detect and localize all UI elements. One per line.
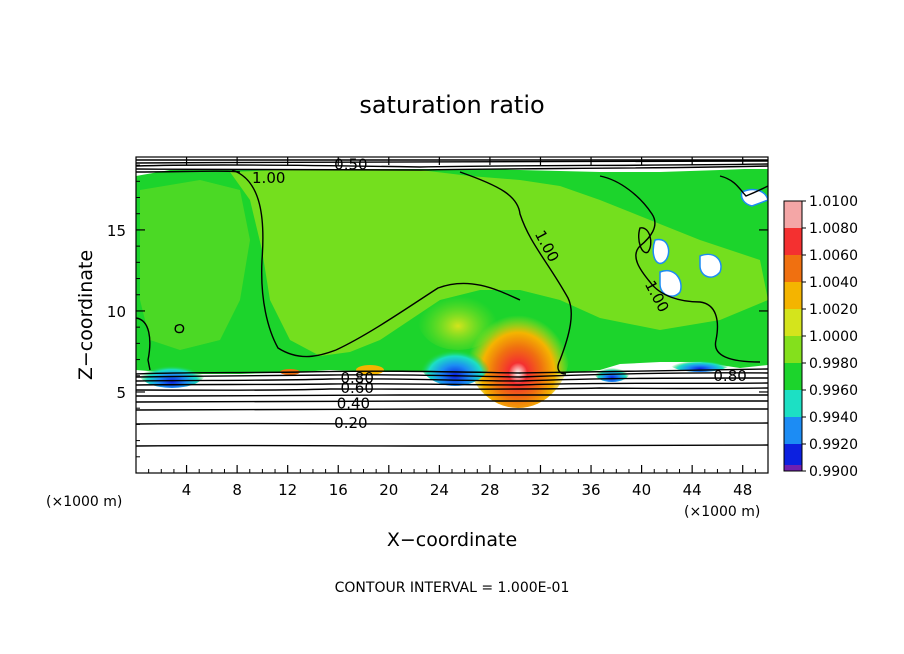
chart-title: saturation ratio <box>359 91 544 119</box>
contour-label-text: 0.50 <box>334 155 367 173</box>
colorbar-label: 1.0080 <box>809 221 858 237</box>
x-tick-label: 16 <box>329 481 348 499</box>
x-unit-left: (×1000 m) <box>46 494 122 510</box>
cloud-hole-1 <box>652 238 670 265</box>
contour-label-text: 0.60 <box>340 379 373 397</box>
contour-label-text: 0.40 <box>337 394 370 412</box>
contour-label: 0.80 <box>713 367 746 385</box>
x-tick-label: 20 <box>379 481 398 499</box>
x-tick-label: 32 <box>531 481 550 499</box>
colorbar-label: 0.9960 <box>809 383 858 399</box>
colorbar-band <box>784 390 802 417</box>
contour-label: 0.80 <box>340 369 373 387</box>
colorbar-band-min <box>784 465 802 471</box>
contour-interval-footer: CONTOUR INTERVAL = 1.000E-01 <box>335 580 570 596</box>
contour-label: 1.00 <box>252 169 285 187</box>
colorbar-band <box>784 282 802 309</box>
orange-patch <box>356 365 384 375</box>
x-tick-label: 4 <box>182 481 192 499</box>
colorbar-band <box>784 255 802 282</box>
colorbar-label: 1.0000 <box>809 329 858 345</box>
x-unit-right: (×1000 m) <box>684 504 760 520</box>
green-light-region-2 <box>140 180 250 350</box>
colorbar-label: 1.0100 <box>809 194 858 210</box>
colorbar-label: 0.9920 <box>809 437 858 453</box>
colorbar-label: 0.9940 <box>809 410 858 426</box>
cloud-hole-2 <box>699 253 722 278</box>
y-axis-label: Z−coordinate <box>75 250 97 380</box>
x-tick-label: 28 <box>480 481 499 499</box>
x-tick-label: 48 <box>733 481 752 499</box>
contour-label: 0.50 <box>334 155 367 173</box>
colorbar-label: 0.9980 <box>809 356 858 372</box>
colorbar-band <box>784 228 802 255</box>
x-tick-label: 44 <box>683 481 702 499</box>
colorbar: 1.0100 1.0080 1.0060 1.0040 1.0020 1.0000 0.99… <box>783 194 858 480</box>
colorbar-label: 1.0040 <box>809 275 858 291</box>
x-axis-label: X−coordinate <box>387 529 517 551</box>
green-light-region <box>230 168 768 356</box>
blue-minimum-2 <box>419 334 491 386</box>
colorbar-band <box>784 201 802 228</box>
contour-label-text: 0.80 <box>713 367 746 385</box>
x-tick-label: 36 <box>581 481 600 499</box>
colorbar-label: 1.0060 <box>809 248 858 264</box>
colorbar-band <box>784 309 802 336</box>
contour-lines <box>136 159 768 447</box>
contour-label-layer: 0.501.001.001.000.800.800.600.400.20 <box>252 155 747 431</box>
x-axis: 4 8 12 16 20 24 28 32 36 40 44 48 <box>148 157 756 499</box>
contour-label-text: 0.80 <box>340 369 373 387</box>
x-tick-label: 12 <box>278 481 297 499</box>
x-tick-label: 8 <box>232 481 242 499</box>
colorbar-band <box>784 444 802 471</box>
blue-minimum-4 <box>670 356 730 372</box>
x-tick-label: 40 <box>632 481 651 499</box>
yellow-patch-1 <box>418 290 498 350</box>
colorbar-band <box>784 417 802 444</box>
contour-label-text: 0.20 <box>334 414 367 432</box>
x-tick-label: 24 <box>430 481 449 499</box>
colorbar-label: 1.0020 <box>809 302 858 318</box>
field-layer <box>136 157 768 473</box>
contour-label-text: 1.00 <box>252 169 285 187</box>
y-tick-label: 15 <box>107 222 126 240</box>
contour-label: 0.20 <box>334 414 367 432</box>
y-tick-label: 10 <box>107 303 126 321</box>
y-axis: 5 10 15 <box>107 164 768 458</box>
contour-label: 0.40 <box>337 394 370 412</box>
cloud-hole-4 <box>740 188 768 207</box>
colorbar-band <box>784 336 802 363</box>
colorbar-label: 0.9900 <box>809 464 858 480</box>
contour-label: 0.60 <box>340 379 373 397</box>
cloud-hole-3 <box>659 269 682 297</box>
y-tick-label: 5 <box>116 384 126 402</box>
colorbar-band <box>784 363 802 390</box>
